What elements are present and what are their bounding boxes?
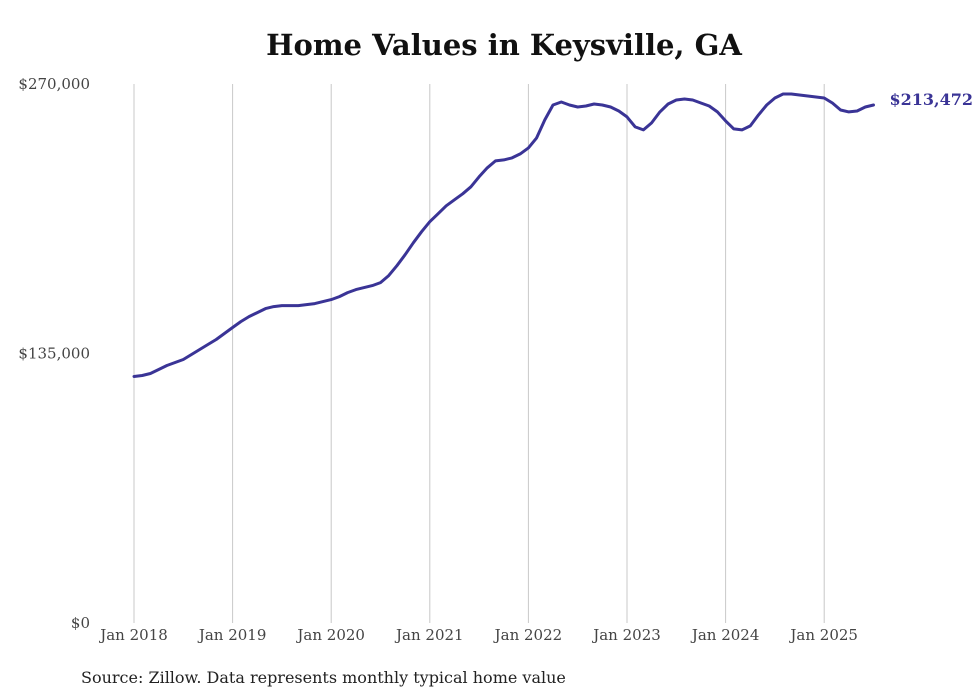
y-tick-label: $0 — [71, 614, 90, 632]
y-axis: $0 $135,000 $270,000 — [18, 75, 90, 632]
x-axis: Jan 2018 Jan 2019 Jan 2020 Jan 2021 Jan 2022… — [98, 626, 858, 644]
x-tick-label: Jan 2024 — [690, 626, 760, 644]
x-tick-label: Jan 2019 — [197, 626, 267, 644]
x-tick-label: Jan 2022 — [493, 626, 563, 644]
annotations: $213,472 — [890, 90, 974, 109]
series-line — [132, 92, 875, 378]
x-tick-label: Jan 2020 — [295, 626, 365, 644]
source-note: Source: Zillow. Data represents monthly … — [81, 668, 566, 687]
series — [132, 92, 875, 378]
y-tick-label: $135,000 — [18, 345, 90, 363]
x-tick-label: Jan 2021 — [394, 626, 464, 644]
x-tick-label: Jan 2025 — [788, 626, 858, 644]
x-tick-label: Jan 2023 — [591, 626, 661, 644]
gridlines — [133, 84, 825, 623]
y-tick-label: $270,000 — [18, 75, 90, 93]
x-tick-label: Jan 2018 — [98, 626, 168, 644]
end-value-label: $213,472 — [890, 90, 974, 109]
chart-title: Home Values in Keysville, GA — [266, 28, 742, 62]
